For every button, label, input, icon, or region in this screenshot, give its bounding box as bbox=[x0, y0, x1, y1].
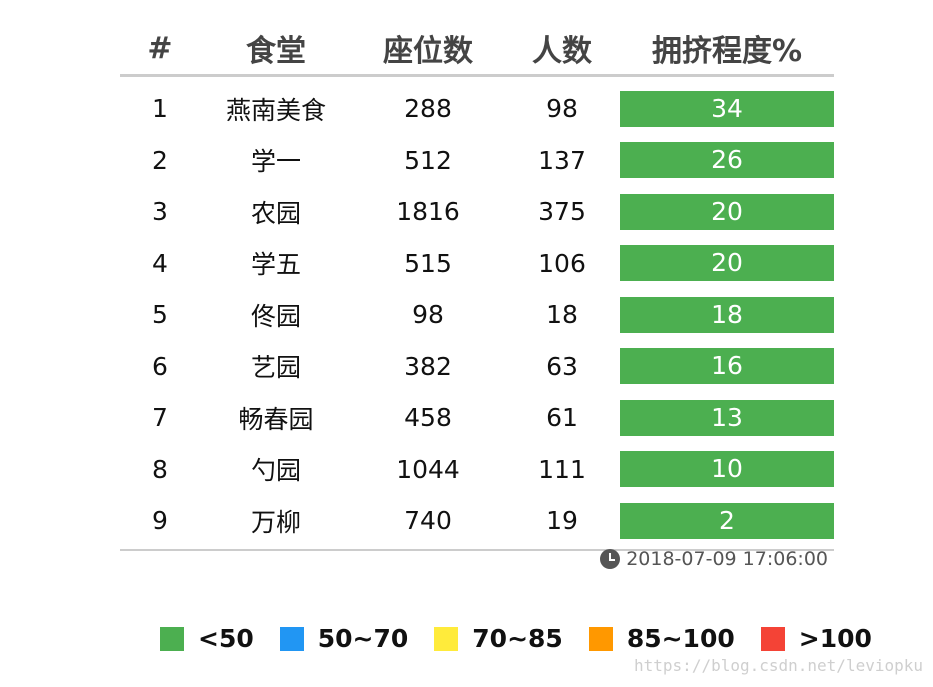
canteen-name-cell: 艺园 bbox=[250, 353, 301, 383]
crowd-level-bar: 2 bbox=[620, 502, 834, 539]
canteen-name-cell: 燕南美食 bbox=[225, 95, 326, 125]
legend-item: >100 bbox=[760, 624, 872, 653]
table-row: 2 学一 512 137 26 bbox=[120, 135, 834, 187]
seats-cell: 1044 bbox=[396, 454, 460, 484]
table-row: 1 燕南美食 288 98 34 bbox=[120, 83, 834, 135]
timestamp-text: 2018-07-09 17:06:00 bbox=[626, 548, 828, 570]
legend-label: >100 bbox=[798, 624, 872, 653]
people-cell: 111 bbox=[538, 454, 586, 484]
table-row: 4 学五 515 106 20 bbox=[120, 238, 834, 290]
legend-item: 50~70 bbox=[279, 624, 409, 653]
crowd-level-bar: 20 bbox=[620, 193, 834, 230]
crowd-level-bar: 13 bbox=[620, 399, 834, 436]
people-cell: 18 bbox=[546, 300, 578, 330]
seats-cell: 458 bbox=[404, 403, 452, 433]
legend-swatch bbox=[434, 626, 459, 651]
seats-cell: 515 bbox=[404, 248, 452, 278]
crowd-level-bar: 10 bbox=[620, 451, 834, 488]
table-row: 5 佟园 98 18 18 bbox=[120, 289, 834, 341]
header-canteen: 食堂 bbox=[246, 34, 306, 69]
crowd-cell: 34 bbox=[620, 90, 834, 127]
rank-cell: 7 bbox=[152, 403, 168, 433]
crowd-level-bar: 16 bbox=[620, 348, 834, 385]
people-cell: 375 bbox=[538, 197, 586, 227]
header-people: 人数 bbox=[532, 34, 592, 69]
update-time: 2018-07-09 17:06:00 bbox=[600, 548, 828, 570]
canteen-name-cell: 佟园 bbox=[250, 301, 301, 331]
seats-cell: 512 bbox=[404, 145, 452, 175]
canteen-name-cell: 农园 bbox=[250, 198, 301, 228]
crowd-cell: 26 bbox=[620, 142, 834, 179]
seats-cell: 382 bbox=[404, 351, 452, 381]
clock-icon bbox=[600, 549, 621, 569]
seats-cell: 288 bbox=[404, 94, 452, 124]
watermark: https://blog.csdn.net/leviopku bbox=[634, 656, 923, 675]
legend-swatch bbox=[760, 626, 785, 651]
rank-cell: 1 bbox=[152, 94, 168, 124]
crowd-cell: 13 bbox=[620, 399, 834, 436]
table-header: # 食堂 座位数 人数 拥挤程度% bbox=[120, 22, 834, 77]
header-rank: # bbox=[147, 30, 173, 66]
canteen-name-cell: 学五 bbox=[250, 250, 301, 280]
legend-swatch bbox=[588, 626, 613, 651]
table-row: 8 勺园 1044 111 10 bbox=[120, 444, 834, 496]
crowd-cell: 10 bbox=[620, 451, 834, 488]
crowd-level-bar: 34 bbox=[620, 90, 834, 127]
rank-cell: 6 bbox=[152, 351, 168, 381]
rank-cell: 4 bbox=[152, 248, 168, 278]
legend-item: 85~100 bbox=[588, 624, 735, 653]
color-legend: <50 50~70 70~85 85~100 >100 bbox=[160, 624, 898, 653]
legend-item: <50 bbox=[160, 624, 254, 653]
header-seats: 座位数 bbox=[383, 34, 473, 69]
legend-swatch bbox=[279, 626, 304, 651]
legend-swatch bbox=[160, 626, 184, 651]
canteen-name-cell: 畅春园 bbox=[238, 404, 314, 434]
legend-label: 70~85 bbox=[472, 624, 563, 653]
people-cell: 137 bbox=[538, 145, 586, 175]
table-bottom-divider bbox=[120, 548, 834, 551]
crowd-cell: 16 bbox=[620, 348, 834, 385]
rank-cell: 9 bbox=[152, 506, 168, 536]
rank-cell: 5 bbox=[152, 300, 168, 330]
crowd-cell: 18 bbox=[620, 296, 834, 333]
people-cell: 106 bbox=[538, 248, 586, 278]
canteen-name-cell: 学一 bbox=[250, 147, 301, 177]
legend-label: 50~70 bbox=[317, 624, 409, 653]
header-crowd: 拥挤程度% bbox=[651, 34, 803, 69]
rank-cell: 3 bbox=[152, 197, 168, 227]
people-cell: 63 bbox=[546, 351, 578, 381]
table-row: 6 艺园 382 63 16 bbox=[120, 341, 834, 393]
table-row: 9 万柳 740 19 2 bbox=[120, 495, 834, 547]
crowd-cell: 20 bbox=[620, 193, 834, 230]
canteen-name-cell: 勺园 bbox=[250, 456, 301, 486]
table-row: 3 农园 1816 375 20 bbox=[120, 186, 834, 238]
crowd-cell: 2 bbox=[620, 502, 834, 539]
table-row: 7 畅春园 458 61 13 bbox=[120, 392, 834, 444]
rank-cell: 8 bbox=[152, 454, 168, 484]
legend-label: 85~100 bbox=[626, 624, 735, 653]
crowd-level-bar: 26 bbox=[620, 142, 834, 179]
people-cell: 61 bbox=[546, 403, 578, 433]
legend-item: 70~85 bbox=[434, 624, 563, 653]
canteen-name-cell: 万柳 bbox=[250, 507, 301, 537]
seats-cell: 1816 bbox=[396, 197, 460, 227]
table-body: 1 燕南美食 288 98 34 2 学一 512 137 26 3 农园 1816 375 20 4 学五 51… bbox=[120, 83, 834, 547]
people-cell: 19 bbox=[546, 506, 578, 536]
rank-cell: 2 bbox=[152, 145, 168, 175]
crowd-level-bar: 20 bbox=[620, 245, 834, 282]
crowd-table: # 食堂 座位数 人数 拥挤程度% 1 燕南美食 288 98 34 2 学一 512 137 2… bbox=[120, 22, 834, 551]
crowd-level-bar: 18 bbox=[620, 296, 834, 333]
seats-cell: 98 bbox=[412, 300, 444, 330]
legend-label: <50 bbox=[198, 624, 254, 653]
crowd-cell: 20 bbox=[620, 245, 834, 282]
seats-cell: 740 bbox=[404, 506, 452, 536]
people-cell: 98 bbox=[546, 94, 578, 124]
